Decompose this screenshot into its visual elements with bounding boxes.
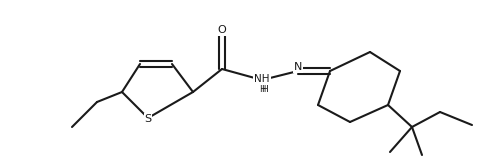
Text: H: H [258, 85, 265, 94]
Text: NH: NH [254, 74, 269, 84]
Text: N: N [293, 62, 302, 72]
Text: O: O [217, 25, 226, 35]
Text: NH
H: NH H [257, 74, 270, 94]
Text: S: S [144, 114, 151, 124]
